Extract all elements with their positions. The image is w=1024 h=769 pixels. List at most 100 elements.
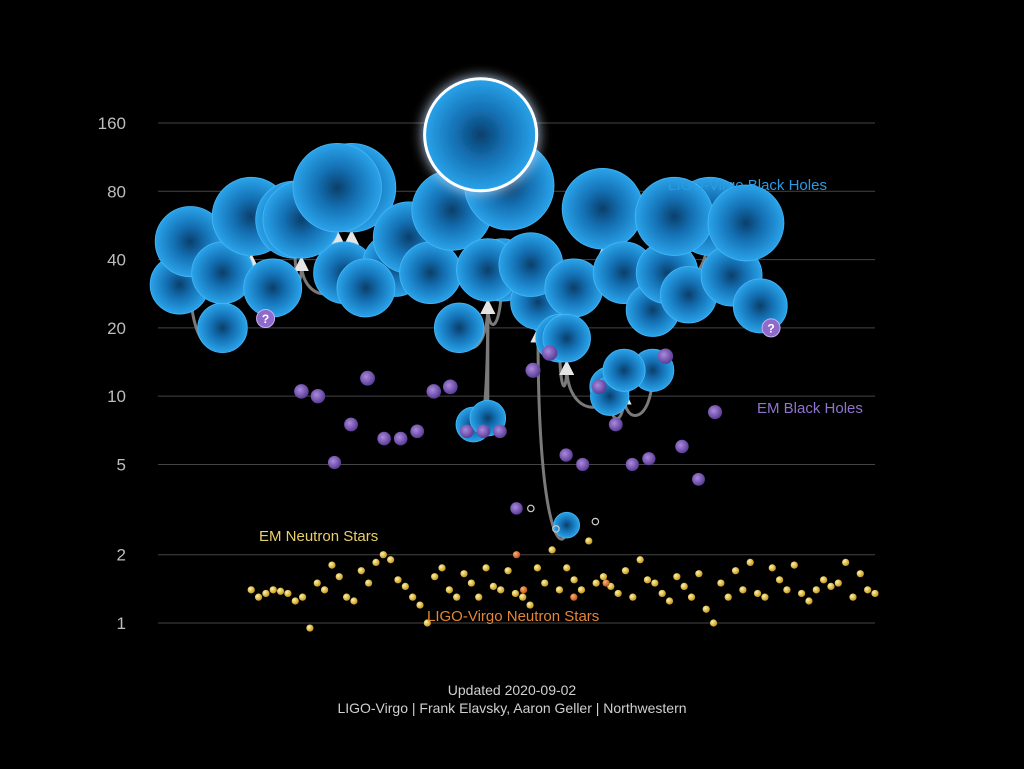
em-neutron-star-point <box>621 567 630 575</box>
em-neutron-star-point <box>739 586 747 594</box>
unknown-marker-label: ? <box>262 312 269 326</box>
em-neutron-star-point <box>555 586 564 594</box>
y-tick-label: 20 <box>107 319 126 338</box>
em-neutron-star-point <box>702 605 710 613</box>
em-neutron-star-point <box>651 579 659 587</box>
em-black-hole-point <box>708 405 723 420</box>
em-black-hole-point <box>476 424 491 439</box>
y-tick-label: 10 <box>107 387 126 406</box>
em-black-hole-point <box>559 448 573 462</box>
em-neutron-star-point <box>687 593 696 601</box>
ligo-neutron-star-remnant-point <box>527 504 535 513</box>
em-neutron-star-point <box>475 593 483 601</box>
em-neutron-star-point <box>526 601 534 609</box>
em-neutron-star-point <box>541 579 549 587</box>
em-black-hole-point <box>393 431 408 446</box>
legend: LIGO-Virgo Black Holes EM Black Holes EM… <box>259 177 863 625</box>
footer-credit: LIGO-Virgo | Frank Elavsky, Aaron Geller… <box>337 700 687 716</box>
y-tick-label: 1 <box>117 614 126 633</box>
em-neutron-star-point <box>504 567 512 575</box>
legend-ligo-virgo-black-holes: LIGO-Virgo Black Holes <box>668 177 827 194</box>
ligo-black-hole-point <box>336 258 396 318</box>
em-neutron-star-point <box>768 564 776 572</box>
legend-em-neutron-stars: EM Neutron Stars <box>259 528 378 545</box>
em-neutron-star-point <box>658 589 666 598</box>
em-neutron-star-point <box>695 570 703 578</box>
em-black-hole-point <box>657 348 674 364</box>
ligo-black-hole-point <box>197 302 248 354</box>
y-tick-label: 80 <box>107 182 126 201</box>
em-neutron-star-point <box>467 579 475 587</box>
em-black-hole-point <box>576 457 590 472</box>
em-neutron-star-point <box>460 570 468 578</box>
ligo-black-hole-point <box>553 511 580 539</box>
em-neutron-star-point <box>871 589 879 598</box>
em-neutron-star-point <box>394 576 402 584</box>
em-neutron-star-point <box>431 573 439 581</box>
em-neutron-star-point <box>357 567 365 575</box>
y-tick-label: 2 <box>117 546 126 565</box>
em-neutron-star-point <box>511 589 520 598</box>
em-neutron-star-point <box>548 546 556 554</box>
em-neutron-star-point <box>614 589 622 598</box>
em-neutron-star-point <box>827 582 835 590</box>
em-neutron-star-point <box>416 601 424 609</box>
em-neutron-star-point <box>665 597 674 605</box>
y-tick-label: 160 <box>98 114 126 133</box>
em-neutron-star-point <box>812 586 820 594</box>
em-neutron-star-point <box>284 589 292 598</box>
em-neutron-star-point <box>849 593 857 601</box>
em-neutron-star-point <box>313 579 321 587</box>
em-black-hole-point <box>608 417 623 432</box>
em-neutron-star-point <box>343 593 351 601</box>
em-neutron-star-point <box>775 576 784 584</box>
em-neutron-star-point <box>599 573 608 581</box>
em-neutron-star-point <box>387 556 395 564</box>
em-black-hole-point <box>344 417 358 432</box>
em-neutron-star-point <box>291 597 299 605</box>
em-neutron-star-point <box>365 579 373 587</box>
em-neutron-star-point <box>482 564 490 572</box>
ligo-neutron-star-remnant-point <box>552 525 560 533</box>
em-black-hole-point <box>510 502 523 515</box>
em-neutron-star-point <box>379 551 387 559</box>
em-neutron-star-point <box>643 576 652 584</box>
data-points: ?? <box>149 77 879 632</box>
em-neutron-star-point <box>629 593 637 601</box>
em-neutron-star-point <box>372 558 380 566</box>
ligo-neutron-star-point <box>602 579 610 587</box>
em-neutron-star-point <box>753 589 762 598</box>
ligo-neutron-star-point <box>512 551 521 559</box>
em-black-hole-point <box>692 472 705 486</box>
em-neutron-star-point <box>533 564 542 572</box>
em-neutron-star-point <box>592 579 600 587</box>
em-black-hole-point <box>591 379 607 395</box>
em-black-hole-point <box>493 424 507 439</box>
em-neutron-star-point <box>820 576 828 584</box>
em-neutron-star-point <box>276 587 285 595</box>
em-neutron-star-point <box>350 597 358 605</box>
em-neutron-star-point <box>842 558 850 566</box>
em-neutron-star-point <box>731 567 740 575</box>
ligo-black-hole-point <box>243 258 303 318</box>
em-neutron-star-point <box>798 589 806 598</box>
em-neutron-star-point <box>438 564 446 572</box>
em-neutron-star-point <box>724 593 732 601</box>
unknown-object-point <box>761 318 781 338</box>
ligo-neutron-star-remnant-point <box>591 517 600 526</box>
em-neutron-star-point <box>563 564 571 572</box>
em-neutron-star-point <box>254 593 263 601</box>
em-neutron-star-point <box>328 561 336 569</box>
em-neutron-star-point <box>673 573 681 581</box>
ligo-black-hole-point <box>707 184 785 262</box>
em-black-hole-point <box>442 379 458 395</box>
em-neutron-star-point <box>790 561 798 569</box>
em-black-hole-point <box>426 384 442 399</box>
unknown-marker-label: ? <box>767 321 774 335</box>
em-black-hole-point <box>294 384 309 399</box>
y-axis-ticks: 1 2 5 10 20 40 80 160 <box>98 114 126 633</box>
em-neutron-star-point <box>497 586 505 594</box>
em-black-hole-point <box>310 388 326 404</box>
